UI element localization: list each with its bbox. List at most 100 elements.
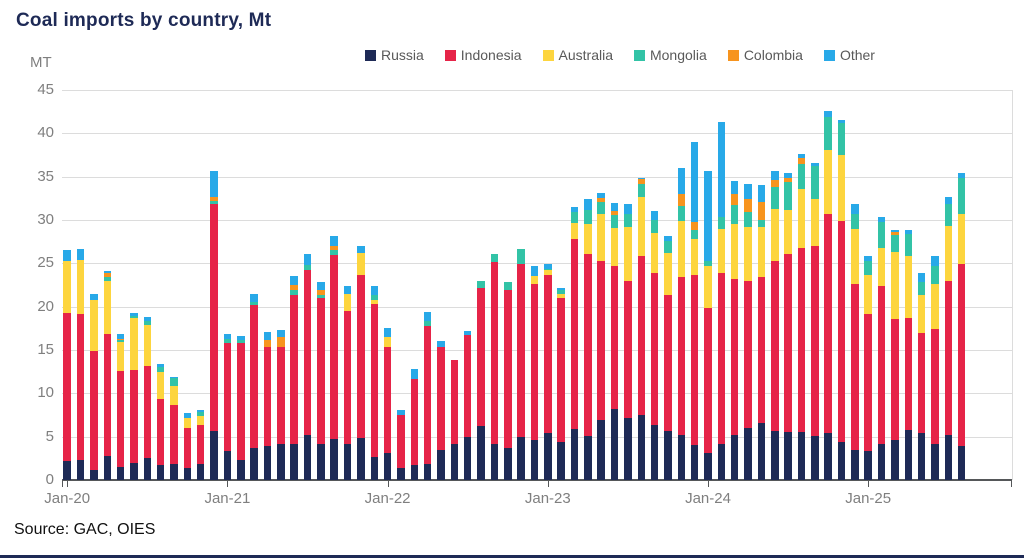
legend-item-australia: Australia — [542, 47, 613, 63]
bar-segment-australia — [103, 280, 111, 335]
x-axis-right-edge-tick — [1011, 481, 1012, 487]
bar-segment-australia — [143, 324, 152, 366]
bar-segment-australia — [650, 233, 659, 273]
bar-jun-23 — [610, 90, 619, 480]
bar-segment-mongolia — [690, 230, 699, 240]
bar-segment-other — [103, 271, 111, 273]
bar-segment-mongolia — [637, 183, 645, 198]
bar-segment-australia — [584, 224, 592, 254]
bar-sep-23 — [650, 90, 659, 480]
bar-segment-australia — [917, 294, 926, 333]
bar-segment-indonesia — [757, 277, 766, 423]
bar-nov-24 — [837, 90, 846, 480]
bar-segment-mongolia — [584, 209, 592, 225]
bar-segment-russia — [490, 443, 499, 480]
bar-segment-indonesia — [76, 313, 85, 461]
bar-segment-mongolia — [317, 294, 325, 298]
bar-aug-21 — [317, 90, 325, 480]
bar-jul-25 — [944, 90, 953, 480]
gridline-35 — [62, 176, 1012, 178]
bar-segment-indonesia — [624, 280, 632, 419]
bar-segment-mongolia — [290, 290, 298, 295]
x-tick-jan-23 — [547, 481, 549, 487]
bar-jul-24 — [784, 90, 792, 480]
bar-segment-mongolia — [664, 240, 672, 253]
bar-segment-australia — [690, 239, 699, 276]
bar-segment-russia — [290, 444, 298, 480]
legend-swatch-mongolia — [633, 49, 645, 61]
bar-segment-other — [183, 413, 192, 418]
bar-segment-other — [317, 282, 325, 291]
plot-area: 0 5 10 15 20 25 30 35 40 45 Jan-20 Jan-21 Jan-22 Jan-… — [37, 81, 1013, 507]
bar-feb-20 — [76, 90, 85, 480]
bar-segment-australia — [784, 210, 792, 254]
bar-segment-indonesia — [931, 329, 939, 445]
bar-segment-other — [303, 253, 312, 266]
bar-segment-mongolia — [851, 213, 859, 229]
bar-segment-indonesia — [103, 334, 111, 456]
bar-segment-australia — [170, 386, 178, 406]
bar-segment-other — [343, 285, 352, 294]
gridline-45 — [62, 90, 1012, 91]
bar-apr-24 — [744, 90, 752, 480]
bar-mar-23 — [570, 90, 579, 480]
bar-segment-mongolia — [370, 295, 378, 300]
bar-segment-colombia — [637, 179, 645, 184]
bar-segment-other — [90, 293, 98, 300]
bar-segment-mongolia — [864, 260, 872, 275]
bar-feb-24 — [717, 90, 726, 480]
bar-segment-mongolia — [170, 377, 178, 387]
x-tick-label-jan-24: Jan-24 — [685, 490, 731, 507]
bar-segment-other — [397, 409, 405, 415]
bar-segment-indonesia — [410, 379, 419, 466]
bar-segment-indonesia — [277, 347, 285, 445]
chart-title: Coal imports by country, Mt — [16, 10, 272, 31]
bar-segment-indonesia — [517, 264, 525, 437]
bar-segment-russia — [303, 434, 312, 480]
bar-segment-mongolia — [744, 212, 752, 227]
bar-oct-22 — [504, 90, 512, 480]
bar-segment-russia — [250, 447, 258, 480]
source-note: Source: GAC, OIES — [14, 521, 156, 538]
bar-jan-20 — [63, 90, 71, 480]
bar-segment-australia — [904, 255, 912, 318]
bar-segment-colombia — [330, 246, 338, 251]
bar-segment-australia — [811, 199, 819, 246]
bar-segment-mongolia — [196, 412, 205, 416]
bar-nov-20 — [196, 90, 205, 480]
bar-segment-mongolia — [891, 234, 899, 253]
bar-segment-colombia — [597, 198, 605, 202]
bar-segment-other — [584, 199, 592, 210]
bar-segment-australia — [63, 260, 71, 313]
bar-segment-mongolia — [597, 201, 605, 214]
bar-segment-russia — [143, 458, 152, 480]
bar-segment-colombia — [797, 158, 806, 164]
bar-segment-other — [237, 336, 245, 340]
bar-segment-other — [130, 312, 138, 317]
bar-jul-22 — [463, 90, 472, 480]
bar-segment-australia — [717, 228, 726, 273]
bar-segment-other — [797, 154, 806, 159]
bar-segment-australia — [183, 417, 192, 428]
bar-aug-22 — [477, 90, 485, 480]
bar-segment-russia — [877, 443, 886, 480]
bar-feb-25 — [877, 90, 886, 480]
bar-segment-russia — [517, 436, 525, 480]
bar-segment-colombia — [784, 178, 792, 182]
bar-segment-other — [76, 249, 85, 260]
bar-dec-21 — [370, 90, 378, 480]
bar-segment-other — [597, 193, 605, 199]
bar-segment-australia — [196, 415, 205, 425]
bar-aug-20 — [156, 90, 165, 480]
bar-feb-22 — [397, 90, 405, 480]
bar-segment-russia — [397, 467, 405, 480]
bar-segment-mongolia — [704, 260, 712, 266]
x-tick-jan-20 — [67, 481, 69, 487]
bar-segment-russia — [450, 444, 459, 480]
bar-segment-russia — [357, 437, 365, 480]
bar-segment-mongolia — [877, 221, 886, 248]
bar-mar-20 — [90, 90, 98, 480]
bar-segment-russia — [116, 467, 125, 480]
bar-segment-indonesia — [143, 365, 152, 459]
